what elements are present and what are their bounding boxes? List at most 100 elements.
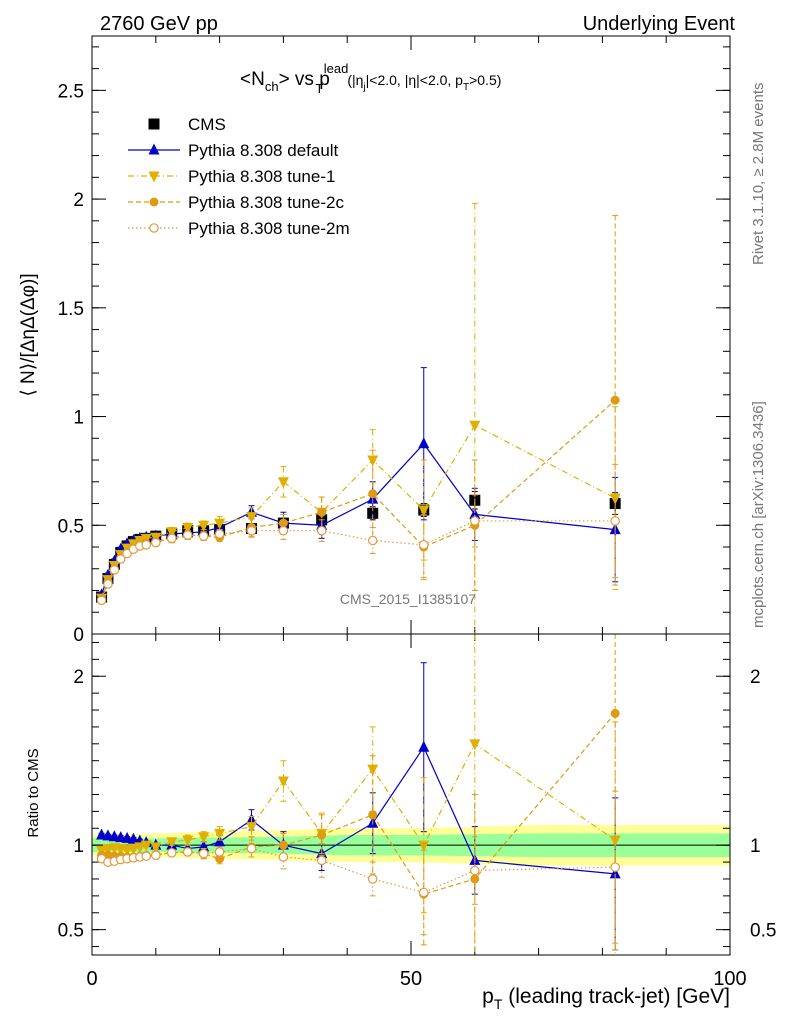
series-line-tune1	[101, 424, 616, 599]
ratio-point-tune2m	[198, 848, 209, 859]
ratio-point-tune1	[246, 822, 257, 834]
legend: CMS Pythia 8.308 default Pythia 8.308 tune…	[128, 115, 350, 238]
ratio-point-tune2c	[610, 708, 620, 718]
point-tune2m	[418, 540, 429, 550]
x-tick-label: 50	[400, 968, 422, 990]
point-tune2m	[96, 595, 107, 606]
point-tune2m	[316, 525, 327, 536]
main-axis-ticks: 0 0.5 1 1.5 2 2.5	[58, 36, 731, 646]
legend-label-tune1: Pythia 8.308 tune-1	[188, 167, 335, 186]
point-tune2m	[469, 516, 480, 526]
point-tune2m	[141, 540, 152, 550]
point-tune1	[277, 477, 289, 489]
ratio-point-tune1	[198, 832, 210, 844]
point-tune1	[469, 420, 481, 432]
mcplots-label: mcplots.cern.ch [arXiv:1306.3436]	[750, 401, 767, 628]
series-cms	[96, 491, 621, 603]
legend-label-tune2m: Pythia 8.308 tune-2m	[188, 219, 350, 238]
ratio-point-tune1	[134, 842, 146, 854]
header-right: Underlying Event	[583, 13, 736, 35]
point-tune1	[198, 520, 210, 532]
ratio-point-tune1	[182, 835, 194, 847]
point-tune2m	[610, 516, 620, 526]
point-tune1	[166, 527, 178, 539]
ratio-ytick-label-right: 1	[750, 836, 761, 857]
ratio-y-label: Ratio to CMS	[25, 748, 42, 837]
point-tune2c	[317, 507, 327, 517]
ratio-point-tune1	[214, 828, 226, 840]
ratio-point-tune1	[166, 837, 178, 849]
ratio-point-tune2c	[470, 874, 480, 884]
ratio-point-tune1	[609, 835, 621, 847]
ratio-point-tune1	[140, 840, 152, 852]
main-ytick-label: 1	[73, 408, 84, 429]
ratio-panel: 0.5 0.5 1 1 2 2 0 50 100 Ratio to CMS pT (leadin…	[25, 633, 776, 1012]
watermark: CMS_2015_I1385107	[340, 591, 476, 607]
x-tick-label: 100	[713, 968, 746, 990]
series-line-tune2m	[101, 520, 616, 601]
ratio-point-default	[214, 835, 226, 847]
ratio-ytick-label: 2	[73, 667, 84, 688]
main-ytick-label: 2.5	[58, 81, 84, 102]
ratio-point-tune2m	[141, 851, 152, 861]
ratio-point-tune2m	[214, 847, 225, 857]
ratio-point-tune2c	[368, 810, 378, 820]
title-ch: ch	[265, 79, 279, 94]
title-vs: > vs p	[279, 69, 330, 90]
point-tune1	[214, 518, 226, 530]
main-ytick-label: 1.5	[58, 299, 84, 320]
series-default	[96, 367, 621, 600]
ratio-series-layer	[96, 633, 621, 956]
ratio-point-tune2m	[610, 862, 620, 872]
ratio-ytick-label-right: 2	[750, 667, 761, 688]
point-tune2m	[198, 531, 209, 541]
ratio-point-tune2m	[316, 855, 327, 866]
point-tune2c	[610, 395, 620, 405]
ratio-series-tune2c	[97, 633, 620, 956]
ratio-point-default	[127, 832, 139, 844]
ratio-point-default	[418, 740, 430, 752]
legend-label-cms: CMS	[188, 115, 226, 134]
ratio-point-tune2m	[418, 887, 429, 898]
main-panel: 0 0.5 1 1.5 2 2.5 ⟨ N⟩/[ΔηΔ(Δφ)] <Nch> vs ple…	[18, 35, 731, 646]
point-tune2m	[151, 537, 161, 548]
legend-label-default: Pythia 8.308 default	[188, 141, 339, 160]
main-title: <Nch> vs plead T(|ηj|<2.0, |η|<2.0, pT>0.…	[240, 61, 501, 96]
series-line-default	[100, 442, 616, 596]
ratio-axis-ticks: 0.5 0.5 1 1 2 2 0 50 100	[58, 634, 776, 990]
legend-marker-default	[148, 143, 160, 155]
header-left: 2760 GeV pp	[100, 13, 218, 35]
main-ytick-label: 2	[73, 190, 84, 211]
ratio-point-tune2m	[469, 865, 480, 876]
x-label-p: p	[482, 985, 494, 1008]
ratio-point-tune2m	[166, 847, 177, 858]
series-tune1	[96, 202, 621, 635]
point-tune2m	[103, 579, 113, 589]
point-tune1	[418, 505, 430, 517]
legend-label-tune2c: Pythia 8.308 tune-2c	[188, 193, 344, 212]
series-tune2m	[96, 463, 620, 606]
title-cuts-b: |<2.0, |η|<2.0, p	[366, 72, 464, 88]
ratio-point-tune2m	[246, 843, 257, 854]
ratio-point-tune2m	[278, 852, 289, 862]
ratio-point-tune1	[469, 739, 481, 751]
legend-marker-tune1	[148, 171, 160, 183]
point-default	[418, 437, 430, 449]
point-tune2m	[278, 525, 289, 536]
point-tune2m	[246, 525, 257, 536]
ratio-series-default	[96, 662, 621, 951]
series-tune2c	[97, 214, 620, 604]
title-cuts-c: >0.5)	[469, 72, 501, 88]
title-T2: T	[463, 82, 469, 93]
point-tune2m	[367, 535, 378, 546]
ratio-ytick-label: 1	[73, 836, 84, 857]
point-tune1	[182, 522, 194, 534]
title-j: j	[362, 82, 365, 93]
legend-marker-tune2m	[149, 223, 159, 233]
point-default	[469, 507, 481, 519]
x-label-T: T	[494, 996, 503, 1012]
main-ytick-label: 0	[73, 625, 84, 646]
ratio-ytick-label: 0.5	[58, 921, 84, 942]
main-ytick-label: 0.5	[58, 516, 84, 537]
